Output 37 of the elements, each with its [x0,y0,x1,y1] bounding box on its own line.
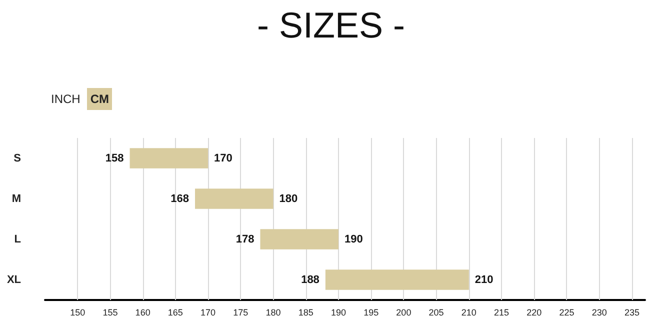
y-tick-label: M [12,192,21,205]
x-tick-label: 200 [396,308,412,318]
x-tick-label: 185 [298,308,314,318]
x-tick-label: 205 [428,308,444,318]
x-tick-label: 235 [624,308,640,318]
text: INCH [50,91,82,108]
x-tick-label: 230 [592,308,607,318]
y-tick-label: S [14,152,21,164]
annotation: 170 [214,152,232,164]
bar [195,188,274,209]
x-tick-label: 210 [461,308,476,318]
x-tick-label: 165 [168,308,183,318]
x-tick-label: 175 [233,308,248,318]
bar [325,270,469,290]
x-tick-label: 195 [364,308,379,318]
x-tick-label: 220 [526,308,542,318]
x-tick-label: 150 [70,308,86,318]
annotation: 190 [344,233,363,246]
annotation: 188 [301,274,320,286]
bar [260,229,338,250]
y-tick-label: L [14,233,22,246]
x-tick-label: 155 [102,308,118,318]
annotation: 158 [105,152,124,164]
annotation: 180 [279,192,298,205]
x-tick-label: 160 [135,308,150,318]
x-tick-label: 180 [266,308,281,318]
x-tick-label: 190 [330,308,346,318]
x-tick-label: 215 [494,308,510,318]
annotation: 168 [170,192,189,205]
chart-title: - SIZES - [256,4,406,46]
annotation: 178 [236,233,254,246]
bar [130,148,208,168]
y-tick-label: XL [6,274,22,286]
annotation: 210 [474,274,494,286]
toggle-selected: CM [87,88,112,110]
x-tick-label: 225 [559,308,574,318]
x-tick-label: 170 [200,308,216,318]
